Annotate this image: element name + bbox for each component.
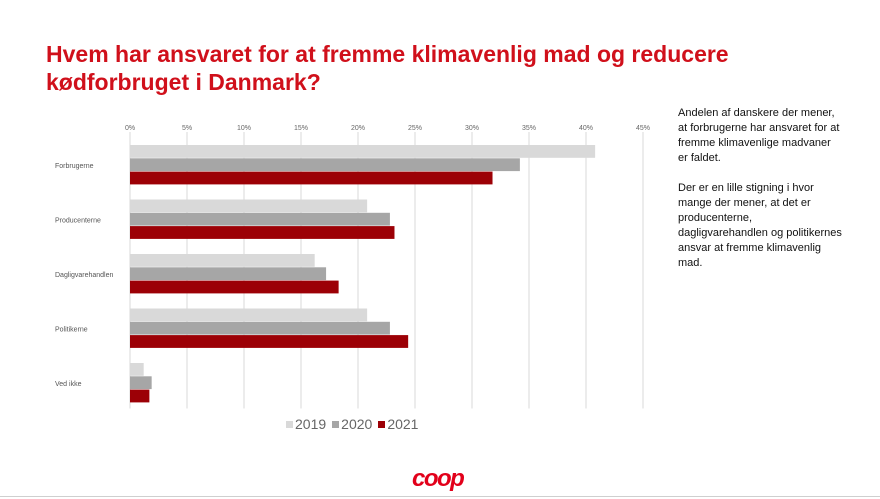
bar-2019-producenterne — [130, 199, 368, 213]
bar-2021-forbrugerne — [130, 171, 493, 185]
bar-2019-dagligvarehandlen — [130, 254, 315, 267]
legend-item-2020: 2020 — [332, 416, 372, 432]
bar-2021-politikerne — [130, 335, 409, 348]
bar-2020-producenterne — [130, 212, 390, 226]
bar-2020-politikerne — [130, 321, 390, 335]
bar-2021-dagligvarehandlen — [130, 280, 339, 294]
x-tick-label: 5% — [182, 125, 192, 132]
legend-item-2021: 2021 — [378, 416, 418, 432]
bar-2021-producenterne — [130, 226, 395, 239]
side-paragraph-1: Andelen af danskere der mener, at forbru… — [678, 107, 840, 164]
bar-2020-forbrugerne — [130, 158, 520, 172]
coop-logo: coop — [412, 465, 465, 492]
category-label: Dagligvarehandlen — [55, 272, 113, 279]
category-label: Producenterne — [55, 217, 101, 224]
legend-label-2020: 2020 — [341, 416, 373, 432]
x-tick-label: 25% — [408, 125, 422, 132]
slide-title: Hvem har ansvaret for at fremme klimaven… — [46, 41, 729, 95]
x-tick-label: 20% — [351, 125, 365, 132]
chart-legend: 2019 2020 2021 — [286, 416, 418, 432]
x-tick-label: 15% — [294, 125, 308, 132]
bar-2020-dagligvarehandlen — [130, 267, 327, 281]
legend-swatch-2021 — [378, 420, 386, 428]
x-tick-label: 30% — [465, 125, 479, 132]
x-tick-label: 0% — [125, 125, 135, 132]
bar-2019-politikerne — [130, 308, 368, 322]
bar-chart: 0% 5% 10% 15% 20% 25% 30% 35% 40% 45% Forbrugerne P… — [55, 125, 650, 409]
legend-item-2019: 2019 — [286, 416, 326, 432]
x-tick-label: 35% — [522, 125, 536, 132]
side-text: Andelen af danskere der mener, at forbru… — [678, 106, 843, 286]
side-paragraph-2: Der er en lille stigning i hvor mange de… — [678, 182, 842, 269]
legend-swatch-2019 — [286, 420, 293, 428]
legend-swatch-2020 — [332, 420, 340, 428]
category-label: Politikerne — [55, 326, 88, 333]
bar-2020-ved-ikke — [130, 376, 152, 390]
x-tick-label: 10% — [237, 125, 251, 132]
bar-2021-ved-ikke — [130, 389, 150, 403]
category-label: Forbrugerne — [55, 163, 94, 170]
x-tick-label: 40% — [579, 125, 593, 132]
bottom-divider — [0, 496, 880, 497]
category-label: Ved ikke — [55, 381, 82, 388]
x-tick-label: 45% — [636, 125, 650, 132]
bar-2019-forbrugerne — [130, 145, 596, 158]
legend-label-2019: 2019 — [295, 416, 327, 432]
bar-2019-ved-ikke — [130, 363, 144, 376]
legend-label-2021: 2021 — [387, 416, 419, 432]
